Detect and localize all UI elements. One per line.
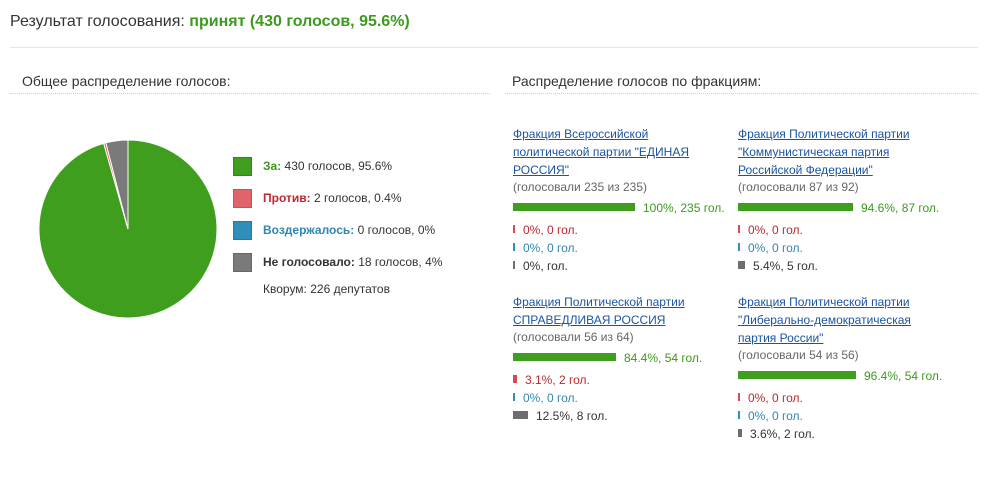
vote-result-label: Результат голосования: [10,13,185,30]
legend-value-for: 430 голосов, 95.6% [284,159,393,173]
faction-voted-count: (голосовали 235 из 235) [513,180,648,194]
legend-swatch-not-voted [233,253,252,272]
faction-row-absent: 0%, гол. [513,257,723,275]
legend-swatch-for [233,157,252,176]
faction-bar-yes [513,353,616,361]
faction-bar-absent [738,261,745,269]
faction-bar-absent [738,429,742,437]
faction-row-text: 94.6%, 87 гол. [861,201,940,215]
vote-pie-svg [38,139,218,319]
faction-bar-no [738,225,740,233]
faction-row-text: 5.4%, 5 гол. [753,259,818,273]
faction-name-link[interactable]: Фракция Политической партии СПРАВЕДЛИВАЯ… [513,295,685,327]
faction-row-abst: 0%, 0 гол. [513,389,723,407]
faction-row-yes: 84.4%, 54 гол. [513,349,723,367]
legend-item-against: Против: 2 голосов, 0.4% [233,188,473,220]
faction-row-yes: 96.4%, 54 гол. [738,367,948,385]
faction-divider [505,93,978,94]
legend-swatch-abstained [233,221,252,240]
faction-row-no: 0%, 0 гол. [513,221,723,239]
vote-legend: За: 430 голосов, 95.6% Против: 2 голосов… [233,156,473,298]
overall-divider [10,93,490,94]
faction-voted-count: (голосовали 87 из 92) [738,180,859,194]
faction-bar-no [513,375,517,383]
faction-vote-rows: 96.4%, 54 гол. 0%, 0 гол. 0%, 0 гол. 3.6%, … [738,367,948,443]
faction-row-text: 0%, 0 гол. [523,223,578,237]
faction-row-text: 0%, 0 гол. [748,409,803,423]
faction-row-text: 0%, 0 гол. [748,391,803,405]
faction-bar-yes [513,203,635,211]
faction-bar-yes [738,371,856,379]
pie-slice-not-voted [105,139,129,230]
faction-row-absent: 12.5%, 8 гол. [513,407,723,425]
faction-bar-no [513,225,515,233]
faction-row-text: 96.4%, 54 гол. [864,369,943,383]
vote-result-header: Результат голосования: принят (430 голос… [10,10,978,48]
faction-bar-abst [513,393,515,401]
faction-row-text: 0%, гол. [523,259,568,273]
legend-item-for: За: 430 голосов, 95.6% [233,156,473,188]
legend-value-abstained: 0 голосов, 0% [357,223,436,237]
faction-bar-abst [513,243,515,251]
faction-row-yes: 94.6%, 87 гол. [738,199,948,217]
faction-row-abst: 0%, 0 гол. [738,407,948,425]
faction-row-text: 100%, 235 гол. [643,201,725,215]
legend-label-abstained: Воздержалось: [263,223,355,237]
faction-row-text: 0%, 0 гол. [748,241,803,255]
faction-row-abst: 0%, 0 гол. [738,239,948,257]
faction-voted-count: (голосовали 56 из 64) [513,330,634,344]
faction-row-text: 84.4%, 54 гол. [624,351,703,365]
legend-swatch-against [233,189,252,208]
faction-bar-no [738,393,740,401]
faction-vote-rows: 100%, 235 гол. 0%, 0 гол. 0%, 0 гол. 0%, го… [513,199,725,275]
faction-row-no: 3.1%, 2 гол. [513,371,723,389]
faction-distribution-heading: Распределение голосов по фракциям: [512,73,762,89]
faction-block: Фракция Всероссийской политической парти… [513,125,725,275]
faction-row-yes: 100%, 235 гол. [513,199,725,217]
legend-value-not-voted: 18 голосов, 4% [358,255,443,269]
faction-row-text: 3.1%, 2 гол. [525,373,590,387]
faction-block: Фракция Политической партии "Коммунистич… [738,125,948,275]
faction-row-text: 0%, 0 гол. [748,223,803,237]
faction-bar-yes [738,203,853,211]
legend-item-not-voted: Не голосовало: 18 голосов, 4% [233,252,473,284]
legend-value-against: 2 голосов, 0.4% [313,191,402,205]
legend-label-for: За: [263,159,282,173]
faction-name-link[interactable]: Фракция Политической партии "Либерально-… [738,295,911,345]
faction-row-no: 0%, 0 гол. [738,389,948,407]
faction-name-link[interactable]: Фракция Политической партии "Коммунистич… [738,127,910,177]
faction-row-text: 0%, 0 гол. [523,241,578,255]
faction-vote-rows: 94.6%, 87 гол. 0%, 0 гол. 0%, 0 гол. 5.4%, … [738,199,948,275]
faction-row-text: 12.5%, 8 гол. [536,409,608,423]
faction-name-link[interactable]: Фракция Всероссийской политической парти… [513,127,690,177]
legend-label-against: Против: [263,191,311,205]
vote-result-title: Результат голосования: принят (430 голос… [10,10,978,34]
faction-block: Фракция Политической партии "Либерально-… [738,293,948,443]
vote-pie-chart [38,139,218,319]
faction-row-no: 0%, 0 гол. [738,221,948,239]
faction-row-absent: 5.4%, 5 гол. [738,257,948,275]
quorum-text: Кворум: 226 депутатов [263,282,390,296]
legend-label-not-voted: Не голосовало: [263,255,355,269]
faction-bar-absent [513,261,515,269]
vote-result-value: принят (430 голосов, 95.6%) [189,13,410,30]
faction-row-text: 0%, 0 гол. [523,391,578,405]
faction-vote-rows: 84.4%, 54 гол. 3.1%, 2 гол. 0%, 0 гол. 12.5… [513,349,723,425]
faction-voted-count: (голосовали 54 из 56) [738,348,859,362]
faction-row-absent: 3.6%, 2 гол. [738,425,948,443]
faction-bar-abst [738,243,740,251]
faction-row-text: 3.6%, 2 гол. [750,427,815,441]
legend-item-abstained: Воздержалось: 0 голосов, 0% [233,220,473,252]
faction-bar-abst [738,411,740,419]
overall-distribution-heading: Общее распределение голосов: [22,73,231,89]
faction-block: Фракция Политической партии СПРАВЕДЛИВАЯ… [513,293,723,425]
faction-bar-absent [513,411,528,419]
faction-row-abst: 0%, 0 гол. [513,239,723,257]
